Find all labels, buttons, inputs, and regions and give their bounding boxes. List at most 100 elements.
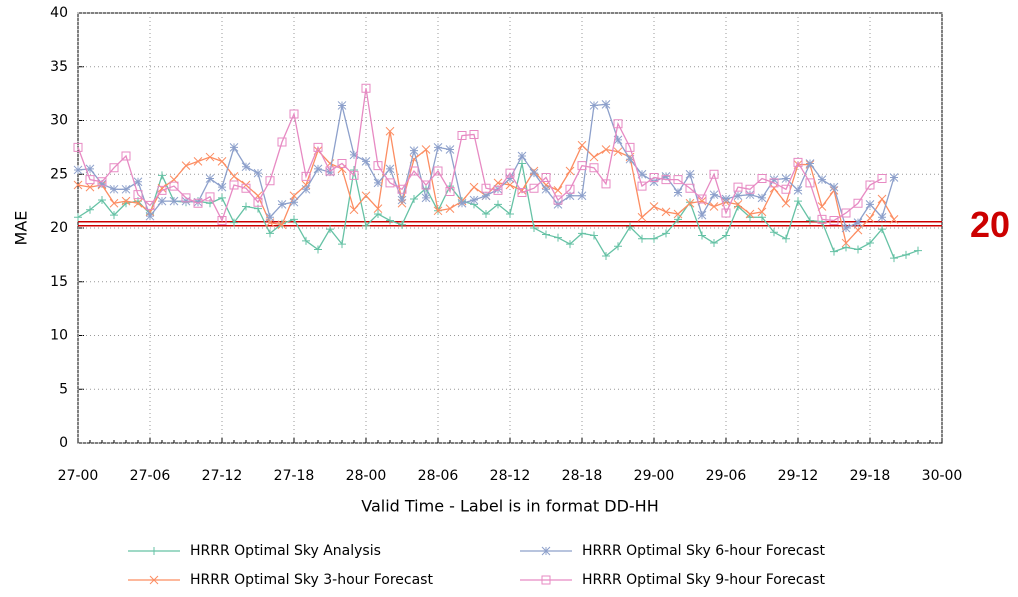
marker [481,191,491,201]
x-tick-label: 27-06 [130,468,171,484]
marker [757,174,767,184]
marker [877,174,887,184]
legend-label: HRRR Optimal Sky 3-hour Forecast [190,572,433,588]
marker [241,162,251,172]
marker [661,175,671,185]
marker [230,218,238,227]
marker [150,547,158,555]
marker [409,146,419,155]
marker [121,196,131,206]
marker [205,174,215,183]
marker [277,220,287,230]
marker [313,164,323,174]
marker [541,184,551,194]
marker [877,212,887,222]
marker [769,175,779,184]
marker [193,156,203,166]
marker [445,204,455,214]
marker [85,175,95,185]
marker [110,211,118,220]
marker [301,180,311,190]
marker [277,137,287,147]
marker [385,126,395,136]
marker [865,199,875,209]
marker [241,183,251,193]
marker [253,197,263,207]
x-tick-label: 29-18 [850,468,891,484]
y-tick-label: 25 [50,166,68,182]
marker [613,119,623,129]
marker [217,156,227,166]
marker [445,145,455,154]
y-axis-title: MAE [12,211,31,246]
marker [109,198,119,208]
marker [685,183,695,193]
marker [745,209,755,219]
x-tick-label: 27-12 [202,468,243,484]
x-tick-label: 28-12 [490,468,531,484]
marker [578,229,586,238]
marker [806,216,814,225]
marker [710,239,718,248]
marker [385,178,395,188]
marker [109,184,119,194]
marker [590,231,598,240]
marker [745,184,755,194]
marker [157,183,167,193]
marker [373,178,383,188]
y-tick-label: 10 [50,328,68,344]
marker [769,183,779,193]
marker [242,202,250,211]
marker [289,109,299,119]
marker [266,229,274,238]
marker [757,193,767,203]
marker [85,164,95,174]
marker [181,193,191,203]
marker [73,180,83,190]
marker [625,142,635,152]
marker [709,202,719,211]
marker [494,200,502,209]
marker [433,143,443,152]
marker [505,174,515,183]
marker [554,233,562,242]
marker [697,210,707,220]
marker [386,216,394,225]
marker [145,211,155,221]
marker [722,231,730,240]
marker [505,180,515,190]
marker [565,166,575,176]
marker [433,206,443,216]
marker [410,194,418,203]
marker [133,190,143,200]
marker [614,242,622,251]
marker [193,198,203,208]
marker [133,198,143,208]
x-tick-label: 29-00 [634,468,675,484]
marker [97,177,107,187]
marker [649,172,659,182]
marker [782,234,790,243]
marker [362,221,370,230]
marker [421,145,431,154]
marker [301,184,311,194]
marker [289,197,299,207]
marker [649,202,659,211]
marker [218,193,226,202]
marker [469,182,479,192]
marker [709,190,719,200]
marker [374,210,382,219]
marker [721,208,731,218]
x-tick-label: 30-00 [922,468,963,484]
marker [577,140,587,150]
marker [530,224,538,232]
marker [662,229,670,238]
marker [349,205,359,215]
marker [769,178,779,188]
marker [469,129,479,139]
y-tick-label: 15 [50,274,68,290]
marker [385,164,395,174]
marker [601,145,611,154]
x-tick-label: 27-18 [274,468,315,484]
marker [661,207,671,217]
